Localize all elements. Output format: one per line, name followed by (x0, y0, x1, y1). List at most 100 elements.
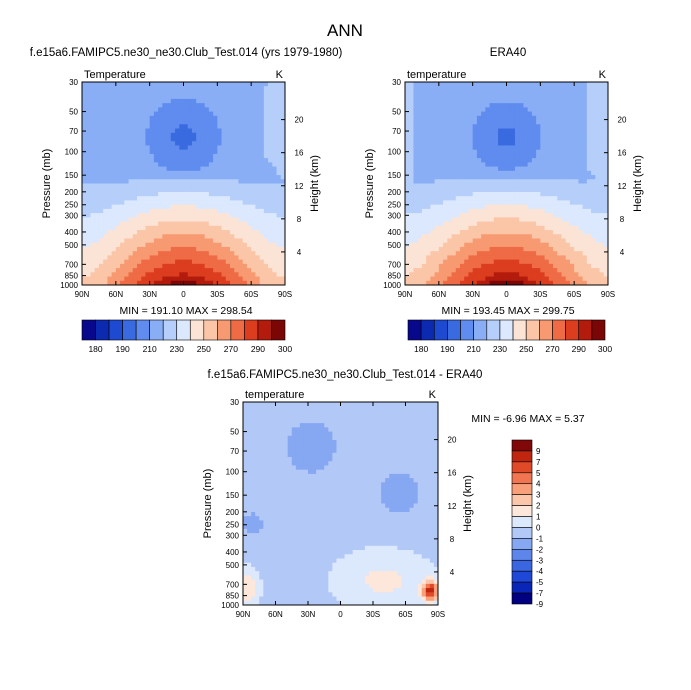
heatmap-cell (162, 175, 167, 180)
heatmap-cell (230, 115, 235, 121)
heatmap-cell (332, 406, 337, 411)
heatmap-cell (82, 145, 87, 151)
heatmap-cell (187, 276, 193, 282)
heatmap-cell (421, 268, 427, 273)
heatmap-cell (328, 406, 333, 411)
heatmap-cell (510, 221, 516, 227)
heatmap-cell (196, 234, 201, 239)
heatmap-cell (166, 191, 172, 197)
heatmap-cell (187, 196, 193, 201)
heatmap-cell (519, 259, 524, 265)
heatmap-cell (149, 170, 155, 176)
heatmap-cell (191, 217, 197, 222)
heatmap-cell (417, 145, 423, 151)
heatmap-cell (489, 234, 495, 239)
heatmap-cell (586, 90, 592, 96)
heatmap-cell (213, 187, 218, 193)
heatmap-cell (582, 251, 588, 256)
heatmap-cell (485, 242, 490, 248)
heatmap-cell (586, 86, 592, 91)
heatmap-cell (175, 124, 180, 129)
heatmap-cell (536, 153, 541, 159)
heatmap-cell (405, 276, 410, 282)
heatmap-cell (553, 170, 558, 176)
heatmap-cell (90, 213, 96, 218)
colorbar-swatch (271, 319, 286, 341)
heatmap-cell (599, 263, 605, 269)
heatmap-cell (447, 183, 452, 189)
heatmap-cell (263, 242, 269, 248)
heatmap-cell (276, 153, 282, 159)
heatmap-cell (175, 204, 180, 210)
heatmap-cell (225, 251, 231, 256)
heatmap-cell (531, 217, 537, 222)
heatmap-cell (251, 82, 256, 87)
heatmap-cell (586, 187, 592, 193)
heatmap-cell (430, 136, 436, 142)
y-tick-label: 150 (65, 171, 79, 180)
heatmap-cell (82, 280, 87, 286)
heatmap-cell (417, 141, 423, 146)
heatmap-cell (481, 103, 486, 108)
heatmap-cell (514, 213, 520, 218)
heatmap-cell (107, 141, 113, 146)
heatmap-cell (187, 187, 193, 193)
heatmap-cell (234, 141, 239, 146)
heatmap-cell (421, 213, 427, 218)
heatmap-cell (417, 111, 423, 117)
heatmap-cell (308, 402, 313, 407)
heatmap-cell (230, 149, 235, 155)
heatmap-cell (603, 179, 609, 184)
heatmap-cell (540, 196, 545, 201)
heatmap-cell (578, 259, 584, 265)
heatmap-cell (360, 414, 366, 420)
heatmap-cell (430, 141, 436, 146)
heatmap-cell (574, 162, 579, 167)
heatmap-cell (506, 234, 512, 239)
heatmap-cell (502, 276, 507, 282)
heatmap-cell (217, 90, 222, 96)
heatmap-cell (438, 124, 444, 129)
heatmap-cell (464, 98, 469, 104)
heatmap-cell (438, 120, 444, 125)
heatmap-cell (280, 280, 286, 286)
heatmap-cell (582, 153, 588, 159)
heatmap-cell (417, 217, 423, 222)
heatmap-cell (455, 187, 461, 193)
heatmap-cell (451, 103, 457, 108)
heatmap-cell (561, 238, 567, 244)
heatmap-cell (187, 170, 193, 176)
heatmap-cell (272, 204, 277, 210)
heatmap-cell (586, 120, 592, 125)
heatmap-cell (276, 158, 282, 163)
heatmap-cell (603, 187, 609, 193)
heatmap-cell (417, 196, 423, 201)
heatmap-cell (280, 200, 286, 206)
heatmap-cell (595, 90, 600, 96)
heatmap-cell (459, 217, 465, 222)
heatmap-cell (82, 179, 87, 184)
heatmap-cell (413, 234, 419, 239)
heatmap-cell (94, 98, 100, 104)
heatmap-cell (179, 272, 184, 277)
heatmap-cell (599, 246, 605, 252)
heatmap-cell (158, 234, 163, 239)
heatmap-cell (280, 166, 286, 172)
heatmap-cell (191, 132, 197, 138)
heatmap-cell (536, 221, 541, 227)
heatmap-cell (217, 103, 222, 108)
heatmap-cell (187, 213, 193, 218)
heatmap-cell (498, 204, 503, 210)
heatmap-cell (162, 98, 167, 104)
heatmap-cell (561, 111, 567, 117)
heatmap-cell (166, 166, 172, 172)
heatmap-cell (451, 136, 457, 142)
heatmap-cell (103, 90, 108, 96)
heatmap-cell (90, 90, 96, 96)
heatmap-cell (591, 183, 596, 189)
variable-label: temperature (407, 69, 466, 81)
heatmap-cell (506, 242, 512, 248)
heatmap-cell (557, 204, 562, 210)
heatmap-cell (544, 255, 550, 261)
